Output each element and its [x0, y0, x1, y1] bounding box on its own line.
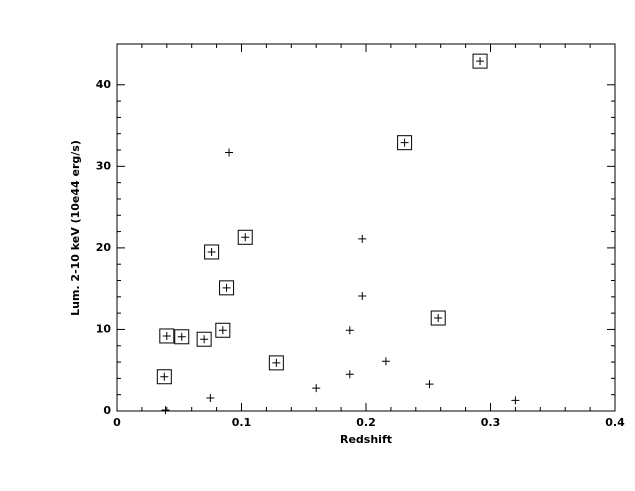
box-marker — [204, 244, 220, 260]
point — [161, 406, 170, 415]
point — [174, 329, 190, 345]
x-tick-label: 0.2 — [356, 416, 376, 429]
box-marker — [156, 369, 172, 385]
point — [358, 234, 367, 243]
y-tick-label: 0 — [103, 404, 111, 417]
point — [159, 328, 175, 344]
box-marker — [215, 322, 231, 338]
point — [206, 393, 215, 402]
point — [268, 355, 284, 371]
point — [381, 357, 390, 366]
point — [156, 369, 172, 385]
y-tick-label: 30 — [96, 159, 112, 172]
point — [472, 53, 488, 69]
point — [345, 370, 354, 379]
point — [345, 326, 354, 335]
plus-marker — [476, 57, 485, 66]
plot-frame — [116, 43, 616, 412]
y-tick-label: 10 — [96, 322, 112, 335]
point — [196, 331, 212, 347]
point — [219, 280, 235, 296]
box-marker — [268, 355, 284, 371]
point — [425, 380, 434, 389]
box-marker — [237, 229, 253, 245]
plus-marker — [511, 396, 520, 405]
x-tick-label: 0.1 — [232, 416, 252, 429]
plus-marker — [400, 138, 409, 147]
plus-marker — [272, 358, 281, 367]
point — [312, 384, 321, 393]
point — [397, 135, 413, 151]
x-tick-label: 0.3 — [481, 416, 501, 429]
box-marker — [159, 328, 175, 344]
plus-marker — [345, 370, 354, 379]
y-tick-label: 40 — [96, 78, 112, 91]
point — [237, 229, 253, 245]
point — [215, 322, 231, 338]
point — [225, 148, 234, 157]
plus-marker — [312, 384, 321, 393]
plus-marker — [200, 335, 209, 344]
box-marker — [196, 331, 212, 347]
plus-marker — [161, 406, 170, 415]
x-tick-label: 0 — [113, 416, 121, 429]
plus-marker — [425, 380, 434, 389]
plus-marker — [177, 332, 186, 341]
box-marker — [472, 53, 488, 69]
plus-marker — [160, 372, 169, 381]
y-axis-label: Lum. 2-10 keV (10e44 erg/s) — [69, 140, 82, 316]
plus-marker — [358, 234, 367, 243]
point — [358, 292, 367, 301]
box-marker — [430, 310, 446, 326]
y-tick-label: 20 — [96, 241, 112, 254]
plus-marker — [241, 233, 250, 242]
plus-marker — [222, 283, 231, 292]
plus-marker — [358, 292, 367, 301]
plus-marker — [218, 326, 227, 335]
box-marker — [219, 280, 235, 296]
point — [430, 310, 446, 326]
plus-marker — [345, 326, 354, 335]
plus-marker — [206, 393, 215, 402]
box-marker — [174, 329, 190, 345]
x-axis-label: Redshift — [340, 433, 392, 446]
box-marker — [397, 135, 413, 151]
plus-marker — [162, 331, 171, 340]
x-tick-label: 0.4 — [605, 416, 625, 429]
point — [511, 396, 520, 405]
plus-marker — [381, 357, 390, 366]
plus-marker — [225, 148, 234, 157]
point — [204, 244, 220, 260]
plus-marker — [434, 314, 443, 323]
plus-marker — [207, 247, 216, 256]
